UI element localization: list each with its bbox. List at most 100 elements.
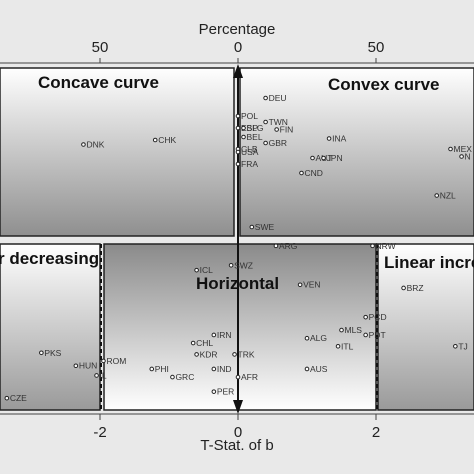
data-point-marker (263, 119, 268, 125)
data-point: INA (326, 134, 347, 144)
data-point-label: JPN (327, 153, 343, 163)
data-point-marker (263, 140, 268, 146)
data-point: AFR (235, 372, 258, 382)
data-point-marker (249, 224, 255, 230)
data-point: BEL (241, 132, 263, 142)
data-point-label: CHL (196, 338, 213, 348)
top-tick-label: 50 (92, 39, 109, 56)
data-point-label: BEL (247, 132, 263, 142)
data-point-label: FRA (241, 159, 258, 169)
region-horizontal-panel (103, 243, 377, 411)
data-point-marker (363, 332, 368, 338)
data-point: IND (211, 364, 231, 374)
data-point-label: BRZ (407, 283, 424, 293)
data-point-label: POL (241, 111, 258, 121)
region-linear-decreasing-panel (0, 243, 101, 411)
data-point: PCD (363, 312, 387, 322)
data-point-label: TJ (458, 341, 467, 351)
data-point: DNK (81, 140, 105, 150)
data-point-marker (434, 193, 440, 198)
data-point: GBR (263, 138, 287, 148)
bottom-tick-label: -2 (93, 424, 106, 441)
data-point-marker (152, 137, 158, 143)
data-point-marker (448, 146, 453, 152)
region-concave-panel (0, 67, 235, 237)
data-point-marker (4, 395, 10, 401)
data-point-marker (263, 95, 268, 101)
data-point: JPN (321, 153, 343, 163)
data-point-marker (299, 170, 304, 176)
data-point: HUN (73, 361, 97, 371)
data-point: DEU (263, 93, 287, 103)
bottom-axis-title: T-Stat. of b (200, 437, 273, 454)
data-point-label: SWE (255, 222, 275, 232)
data-point: PER (211, 387, 234, 397)
data-point-label: IRN (217, 330, 232, 340)
data-point: ARG (273, 241, 297, 251)
data-point-label: ROM (106, 356, 126, 366)
region-linear-increasing-panel (377, 243, 474, 411)
data-point-marker (304, 366, 310, 372)
data-point: USA (235, 147, 259, 157)
data-point-label: IL (100, 370, 107, 380)
data-point: ESP (235, 123, 258, 133)
data-point: TJ (453, 341, 468, 351)
data-point-marker (149, 366, 155, 372)
data-point-marker (339, 327, 344, 333)
data-point-label: USA (241, 147, 259, 157)
region-label-linear-increasing: Linear incre (384, 253, 474, 272)
data-point-label: CLB (241, 144, 258, 154)
data-point-label: PKS (44, 348, 61, 358)
region-label-convex: Convex curve (328, 75, 440, 94)
data-point-marker (73, 363, 79, 369)
data-point-label: SWZ (234, 260, 253, 270)
data-point: AUS (304, 364, 328, 374)
data-point-label: ESP (241, 123, 258, 133)
region-convex-panel (239, 67, 474, 237)
data-point-marker (235, 113, 241, 119)
data-point-marker (235, 125, 241, 131)
data-point-marker (304, 335, 310, 341)
data-point: VEN (297, 280, 321, 290)
data-point-marker (273, 243, 279, 249)
data-point: IL (94, 370, 107, 380)
data-point: MLS (339, 325, 363, 335)
data-point-marker (310, 155, 315, 161)
data-point-label: MLS (345, 325, 363, 335)
data-point-label: PDT (369, 330, 386, 340)
data-point: BRZ (401, 283, 424, 293)
data-point-marker (326, 136, 332, 141)
data-point: POL (235, 111, 258, 121)
data-point-marker (370, 243, 375, 249)
top-tick-label: 50 (368, 39, 385, 56)
data-point-marker (232, 352, 237, 357)
data-point-label: GBR (269, 138, 287, 148)
data-point: ROM (101, 356, 126, 366)
data-point: CND (299, 168, 323, 178)
data-point-label: CHK (158, 135, 176, 145)
data-point: NZL (434, 191, 456, 201)
data-point-marker (194, 267, 199, 273)
region-label-horizontal: Horizontal (196, 274, 279, 293)
data-point: SWZ (228, 260, 253, 270)
data-point: PHI (149, 364, 169, 374)
data-point-marker (459, 154, 464, 159)
data-point-label: ALG (310, 333, 327, 343)
data-point-marker (363, 314, 368, 320)
data-point-marker (81, 142, 86, 147)
top-axis-title: Percentage (199, 21, 276, 38)
data-point-label: AFR (241, 372, 258, 382)
region-label-concave: Concave curve (38, 73, 159, 92)
data-point: ICL (194, 265, 213, 275)
data-point-marker (401, 285, 406, 291)
data-point-label: DEU (269, 93, 287, 103)
data-point-label: ITL (341, 341, 354, 351)
data-point-label: N (465, 152, 471, 162)
data-point-label: PHI (155, 364, 169, 374)
data-point-marker (335, 344, 341, 349)
data-point-label: AUS (310, 364, 328, 374)
data-point: KDR (194, 349, 218, 359)
data-point-marker (190, 340, 196, 346)
data-point: ALG (304, 333, 327, 343)
